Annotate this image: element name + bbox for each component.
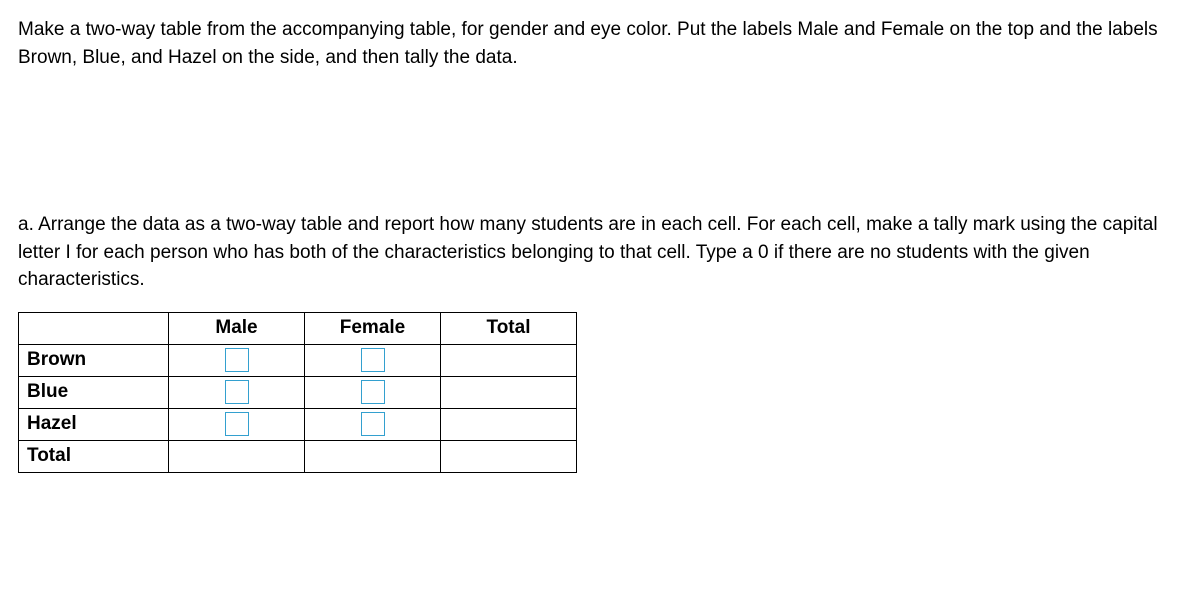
row-header-total: Total (19, 440, 169, 472)
cell-brown-male (169, 344, 305, 376)
table-row-hazel: Hazel (19, 408, 577, 440)
problem-intro-text: Make a two-way table from the accompanyi… (18, 16, 1182, 71)
input-hazel-male[interactable] (225, 412, 249, 436)
cell-total-total (441, 440, 577, 472)
input-blue-male[interactable] (225, 380, 249, 404)
input-blue-female[interactable] (361, 380, 385, 404)
cell-total-female (305, 440, 441, 472)
table-row-total: Total (19, 440, 577, 472)
cell-blue-total (441, 376, 577, 408)
two-way-table: Male Female Total Brown Blue Hazel Total (18, 312, 577, 473)
part-a-instructions: a. Arrange the data as a two-way table a… (18, 211, 1182, 294)
input-brown-female[interactable] (361, 348, 385, 372)
col-header-female: Female (305, 312, 441, 344)
cell-brown-total (441, 344, 577, 376)
cell-blue-female (305, 376, 441, 408)
cell-hazel-male (169, 408, 305, 440)
cell-hazel-total (441, 408, 577, 440)
row-header-blue: Blue (19, 376, 169, 408)
input-brown-male[interactable] (225, 348, 249, 372)
cell-blue-male (169, 376, 305, 408)
cell-hazel-female (305, 408, 441, 440)
cell-brown-female (305, 344, 441, 376)
row-header-brown: Brown (19, 344, 169, 376)
table-header-row: Male Female Total (19, 312, 577, 344)
cell-total-male (169, 440, 305, 472)
row-header-hazel: Hazel (19, 408, 169, 440)
input-hazel-female[interactable] (361, 412, 385, 436)
table-corner-cell (19, 312, 169, 344)
table-row-blue: Blue (19, 376, 577, 408)
table-row-brown: Brown (19, 344, 577, 376)
col-header-male: Male (169, 312, 305, 344)
col-header-total: Total (441, 312, 577, 344)
